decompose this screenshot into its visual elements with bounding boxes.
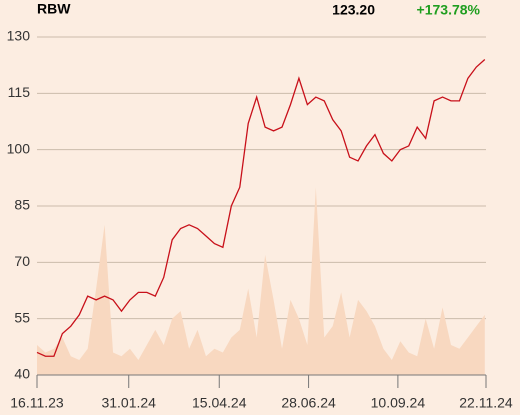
x-tick-label: 16.11.23 (10, 395, 64, 411)
y-tick-label: 130 (7, 28, 31, 44)
y-tick-label: 115 (8, 84, 31, 100)
y-tick-label: 40 (14, 366, 30, 382)
last-price: 123.20 (332, 2, 375, 18)
x-tick-label: 22.11.24 (459, 395, 513, 411)
ticker: RBW (37, 1, 71, 17)
volume-area (37, 187, 485, 375)
change: +173.78% (417, 2, 481, 18)
y-tick-label: 55 (14, 309, 30, 325)
y-tick-label: 70 (14, 253, 30, 269)
y-tick-label: 100 (7, 140, 31, 156)
x-tick-label: 28.06.24 (281, 395, 336, 411)
price-line (36, 59, 486, 357)
y-tick-label: 85 (14, 197, 30, 213)
x-tick-label: 31.01.24 (101, 395, 156, 411)
x-tick-label: 15.04.24 (192, 395, 247, 411)
x-tick-label: 10.09.24 (371, 395, 426, 411)
